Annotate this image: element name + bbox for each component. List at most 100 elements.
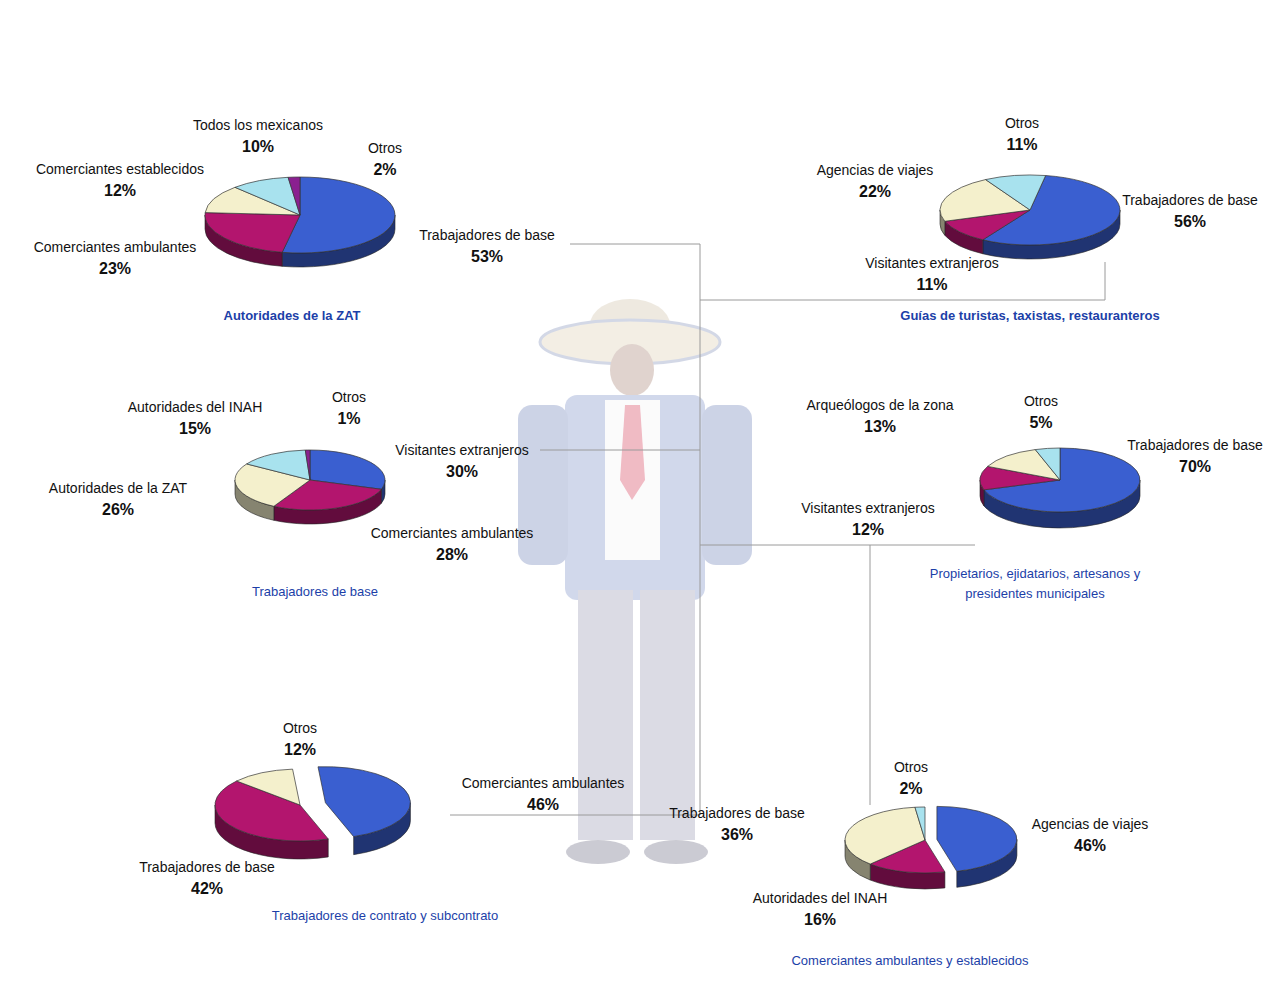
slice-value: 12% [104, 182, 136, 199]
slice-value: 53% [471, 248, 503, 265]
connector-line [870, 545, 871, 805]
slice-top [986, 175, 1046, 210]
slice-label: Todos los mexicanos [193, 117, 323, 133]
figure-part [565, 395, 705, 600]
connector-line [450, 815, 700, 816]
slice-value: 42% [191, 880, 223, 897]
slice-value: 15% [179, 420, 211, 437]
figure-part [644, 840, 708, 864]
slice-value: 23% [99, 260, 131, 277]
pie-slice [845, 807, 925, 880]
slice-value: 36% [721, 826, 753, 843]
slice-label: Comerciantes ambulantes [462, 775, 625, 791]
pie-slice [318, 767, 410, 855]
pie-slice [984, 448, 1140, 528]
slice-value: 56% [1174, 213, 1206, 230]
figure-part [702, 405, 752, 565]
slice-top [305, 450, 310, 480]
slice-label: Visitantes extranjeros [865, 255, 999, 271]
slice-label: Comerciantes ambulantes [371, 525, 534, 541]
figure-part [640, 590, 695, 840]
pie-title: Propietarios, ejidatarios, artesanos ypr… [930, 566, 1141, 601]
pie-slice [1035, 448, 1060, 480]
figure-part [605, 400, 660, 560]
slice-label: Otros [283, 720, 317, 736]
slice-label: Otros [332, 389, 366, 405]
slice-label: Otros [1024, 393, 1058, 409]
slice-label: Otros [1005, 115, 1039, 131]
slice-label: Comerciantes establecidos [36, 161, 204, 177]
figure-part [566, 840, 630, 864]
slice-value: 10% [242, 138, 274, 155]
slice-top [318, 767, 410, 837]
pie-slice [937, 806, 1017, 887]
slice-label: Agencias de viajes [817, 162, 934, 178]
figure-part [620, 405, 645, 500]
connector-line [570, 244, 700, 815]
slice-label: Otros [894, 759, 928, 775]
slice-label: Otros [368, 140, 402, 156]
figure-part [610, 344, 654, 396]
slice-top [937, 806, 1017, 871]
slice-value: 22% [859, 183, 891, 200]
slice-top [247, 450, 310, 480]
pie-chart [940, 175, 1120, 259]
slice-label: Trabajadores de base [669, 805, 805, 821]
pie-slice [305, 450, 310, 480]
slice-value: 16% [804, 911, 836, 928]
slice-top [288, 177, 300, 215]
pie-chart [235, 450, 385, 524]
slice-value: 12% [852, 521, 884, 538]
pie-title: Guías de turistas, taxistas, restaurante… [900, 308, 1159, 323]
slice-top [915, 807, 925, 840]
slice-value: 2% [373, 161, 396, 178]
pie-title: Trabajadores de base [252, 584, 378, 599]
slice-value: 26% [102, 501, 134, 518]
figure-part [518, 405, 568, 565]
pie-chart [205, 177, 395, 267]
slice-label: Trabajadores de base [139, 859, 275, 875]
connector-line [700, 545, 975, 546]
figure: Trabajadores de base 53% Comerciantes ambu… [0, 0, 1283, 1005]
pie-slice [986, 175, 1046, 210]
slice-label: Arqueólogos de la zona [806, 397, 953, 413]
slice-top [205, 213, 300, 253]
pie-slice [282, 177, 395, 267]
slice-label: Visitantes extranjeros [395, 442, 529, 458]
slice-label: Autoridades del INAH [753, 890, 888, 906]
slice-value: 30% [446, 463, 478, 480]
slice-top [845, 807, 925, 864]
pie-slice [235, 177, 300, 215]
pie-title: Comerciantes ambulantes y establecidos [791, 953, 1029, 968]
pie-chart [980, 448, 1140, 528]
slice-label: Comerciantes ambulantes [34, 239, 197, 255]
slice-value: 5% [1029, 414, 1052, 431]
slice-top [237, 769, 300, 805]
pie-slice [205, 213, 300, 267]
slice-value: 11% [1006, 136, 1037, 153]
pie-slice [915, 807, 925, 840]
slice-label: Autoridades de la ZAT [49, 480, 188, 496]
pie-title: Autoridades de la ZAT [224, 308, 361, 323]
slice-top [1035, 448, 1060, 480]
slice-label: Trabajadores de base [1127, 437, 1263, 453]
slice-value: 11% [916, 276, 947, 293]
slice-top [235, 177, 300, 215]
slice-value: 70% [1179, 458, 1211, 475]
pie-title: Trabajadores de contrato y subcontrato [272, 908, 498, 923]
pie-slice [237, 769, 300, 805]
slice-value: 13% [864, 418, 896, 435]
pie-chart [215, 767, 410, 859]
pie-chart [845, 806, 1017, 889]
slice-label: Agencias de viajes [1032, 816, 1149, 832]
pie-slice [288, 177, 300, 215]
slice-value: 46% [527, 796, 559, 813]
slice-value: 12% [284, 741, 316, 758]
connector-line [540, 450, 700, 451]
slice-label: Autoridades del INAH [128, 399, 263, 415]
slice-value: 28% [436, 546, 468, 563]
slice-label: Visitantes extranjeros [801, 500, 935, 516]
slice-label: Trabajadores de base [419, 227, 555, 243]
slice-value: 46% [1074, 837, 1106, 854]
slice-label: Trabajadores de base [1122, 192, 1258, 208]
